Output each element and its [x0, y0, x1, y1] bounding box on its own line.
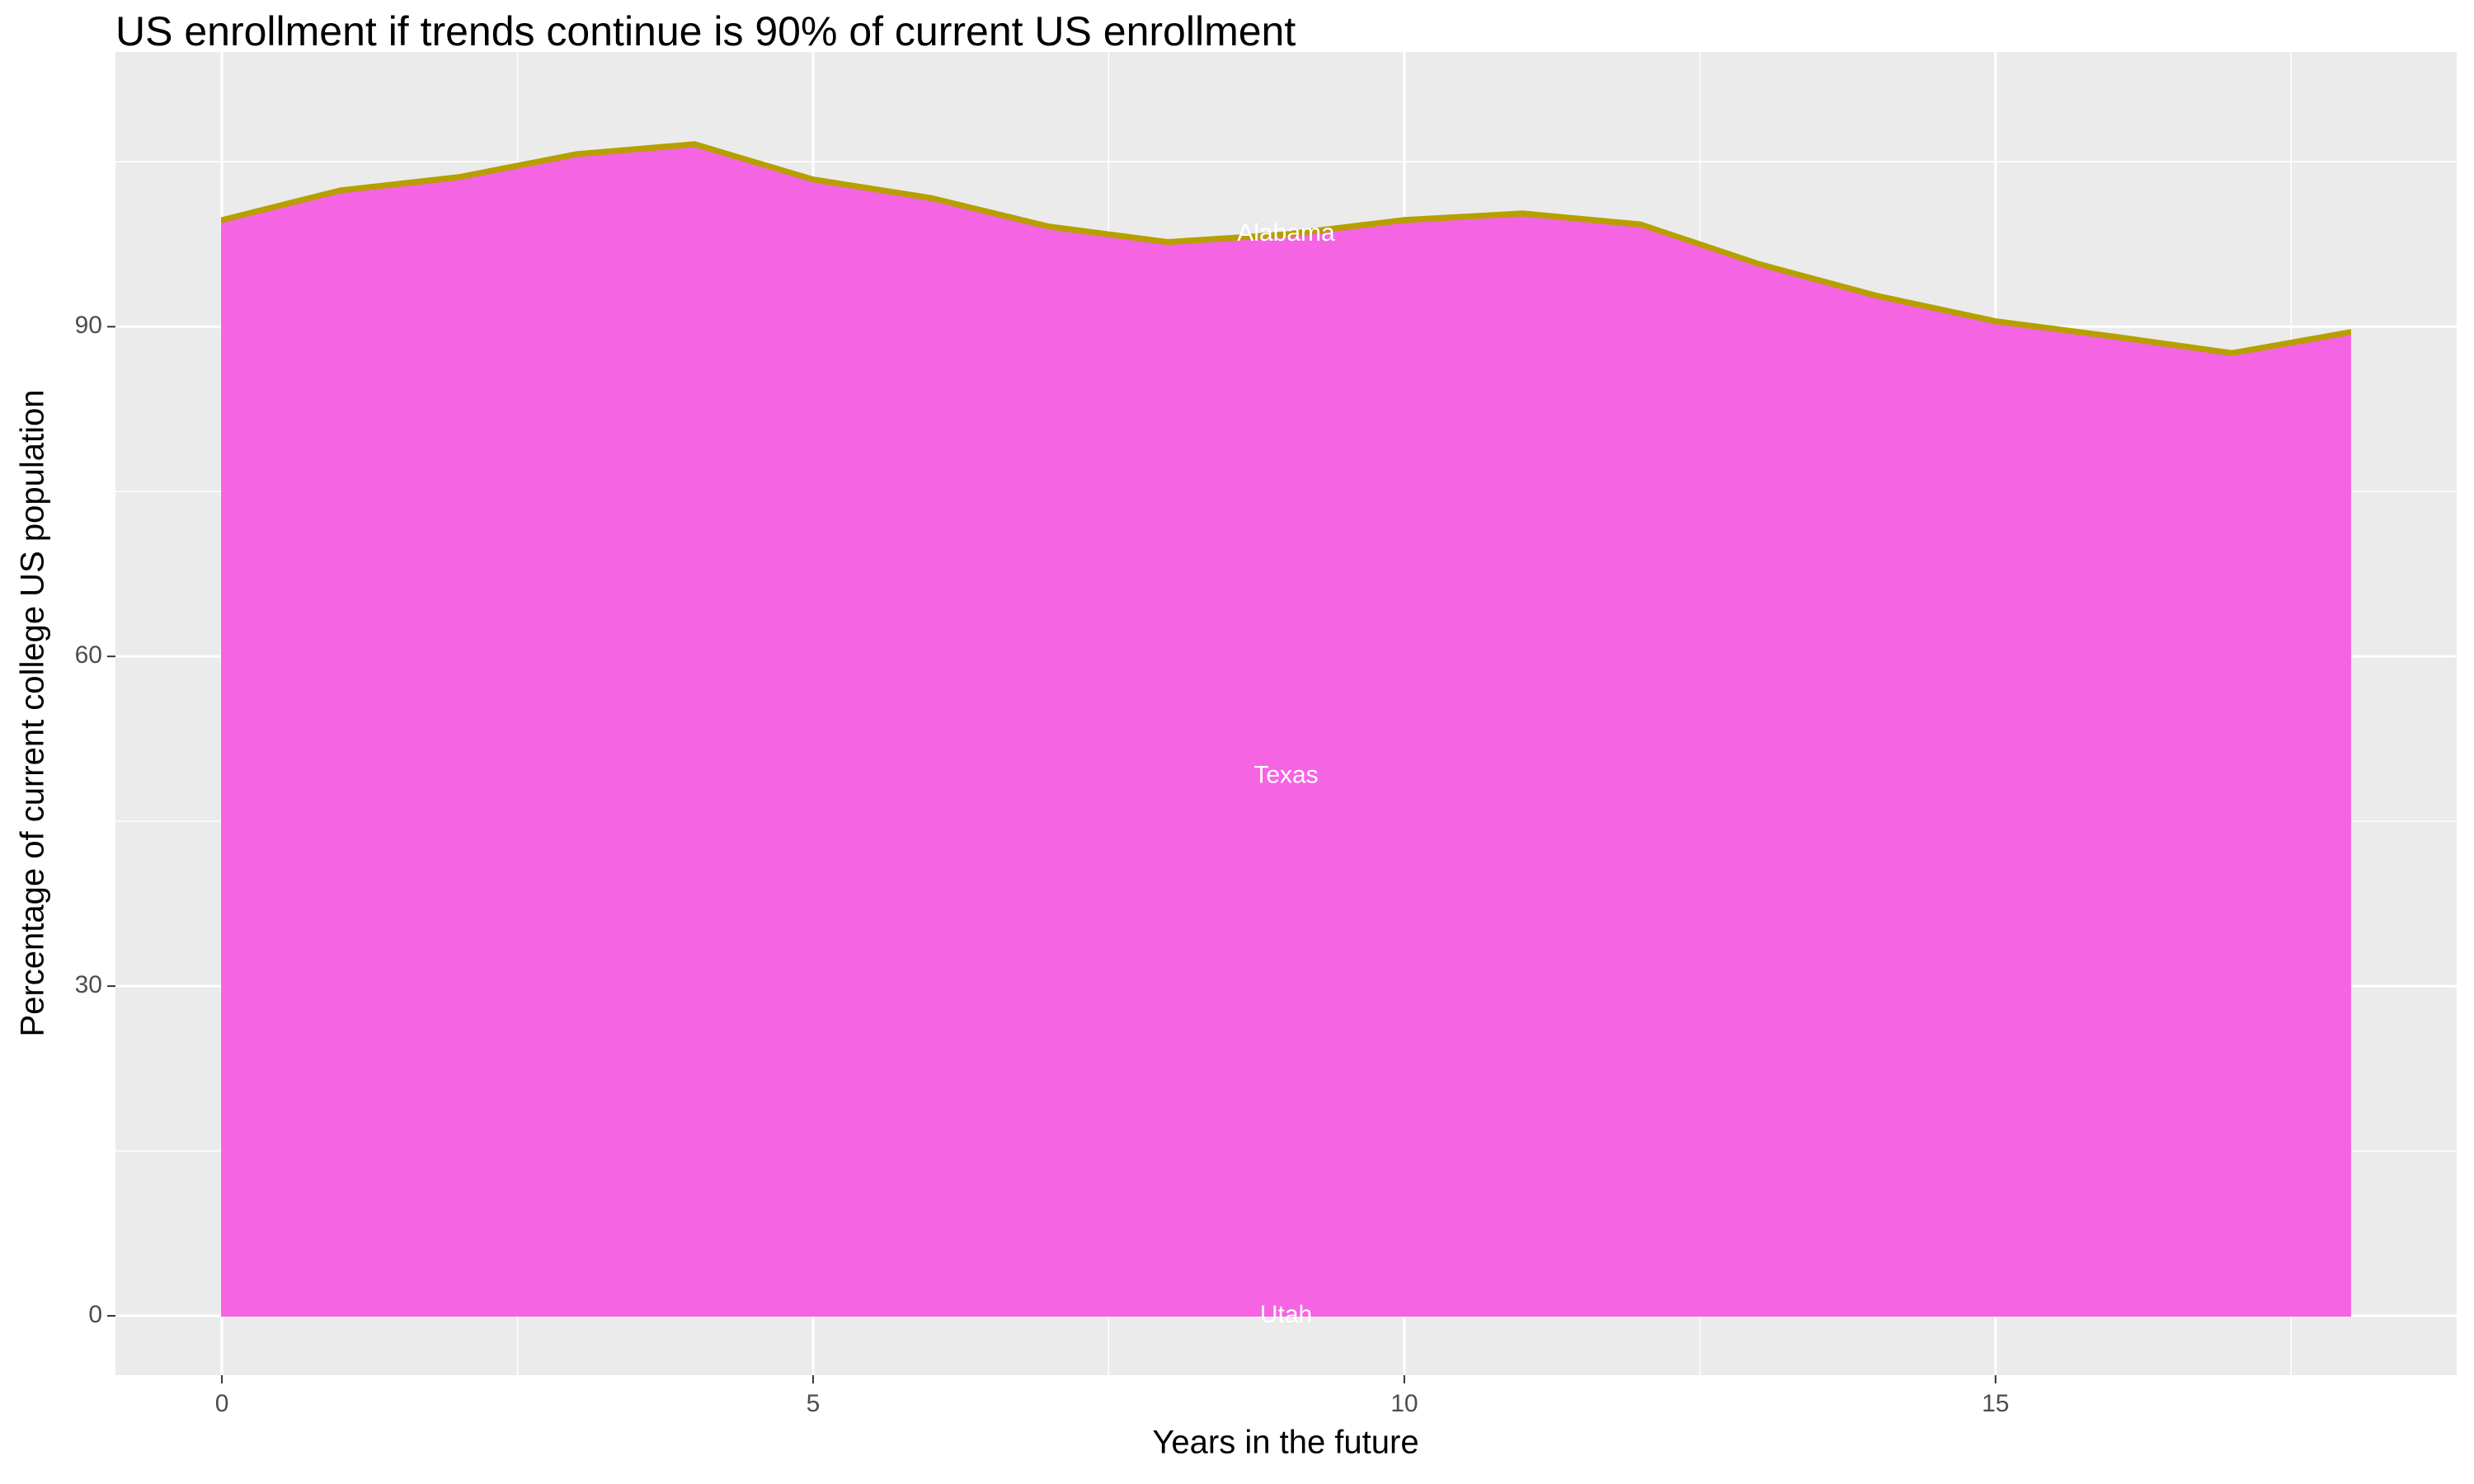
chart-title: US enrollment if trends continue is 90% … [115, 8, 1296, 54]
labels: Utah Texas Alabama [1237, 219, 1335, 1328]
areas [221, 141, 2351, 1317]
x-tick-label: 10 [1390, 1390, 1418, 1417]
series-label: Utah [1260, 1301, 1312, 1328]
y-tick-label: 0 [88, 1301, 102, 1328]
x-tick-label: 15 [1982, 1390, 2009, 1417]
x-tick-label: 0 [215, 1390, 229, 1417]
x-tick-label: 5 [807, 1390, 821, 1417]
axes: 0 5 10 15 0 30 60 90 [75, 312, 2010, 1417]
y-tick-label: 30 [75, 971, 102, 998]
series-label: Alabama [1237, 219, 1335, 247]
series-label: Texas [1253, 761, 1318, 788]
x-axis-title: Years in the future [1152, 1425, 1418, 1461]
area [221, 141, 2351, 356]
y-tick-label: 90 [75, 312, 102, 339]
y-axis-title: Percentage of current college US populat… [15, 390, 51, 1037]
y-tick-label: 60 [75, 641, 102, 669]
